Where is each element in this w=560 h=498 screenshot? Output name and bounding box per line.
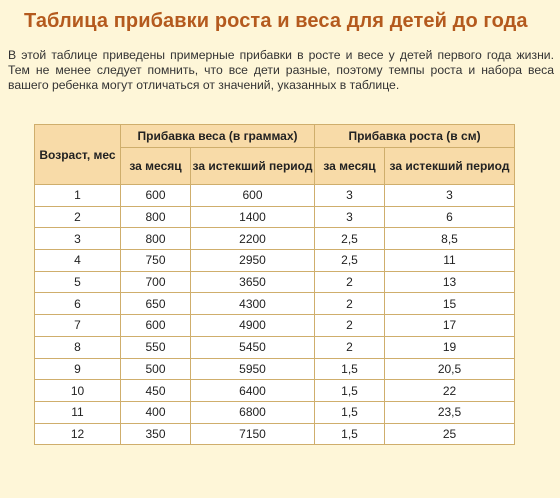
cell-height-total: 11 [384,249,515,272]
cell-weight-total: 7150 [190,422,315,446]
cell-height-month: 2 [314,314,385,337]
table-row: 2 800 1400 3 6 [34,205,515,229]
cell-age: 12 [34,422,121,446]
cell-weight-month: 500 [120,357,191,381]
cell-height-month: 1,5 [314,422,385,446]
cell-weight-month: 450 [120,379,191,402]
table-row: 3 800 2200 2,5 8,5 [34,227,515,251]
table-row: 9 500 5950 1,5 20,5 [34,357,515,381]
cell-weight-total: 2950 [190,249,315,272]
cell-weight-month: 400 [120,400,191,424]
cell-height-total: 25 [384,422,515,446]
cell-height-total: 22 [384,379,515,402]
cell-weight-month: 550 [120,335,191,359]
table-row: 1 600 600 3 3 [34,184,515,207]
growth-weight-table: Возраст, мес Прибавка веса (в граммах) П… [34,124,515,446]
cell-height-month: 2 [314,335,385,359]
cell-height-total: 13 [384,270,515,294]
cell-weight-month: 800 [120,227,191,251]
cell-age: 5 [34,270,121,294]
cell-height-total: 15 [384,292,515,316]
cell-weight-total: 4900 [190,314,315,337]
cell-weight-month: 350 [120,422,191,446]
intro-paragraph: В этой таблице приведены примерные приба… [8,48,554,92]
age-column-header: Возраст, мес [34,124,121,185]
height-per-month-header: за месяц [314,147,385,185]
cell-height-total: 17 [384,314,515,337]
cell-height-month: 2,5 [314,227,385,251]
cell-weight-month: 600 [120,314,191,337]
cell-age: 3 [34,227,121,251]
cell-weight-total: 6800 [190,400,315,424]
cell-height-month: 3 [314,184,385,207]
cell-age: 4 [34,249,121,272]
height-gain-header: Прибавка роста (в см) [314,124,515,148]
cell-height-total: 23,5 [384,400,515,424]
cell-weight-month: 600 [120,184,191,207]
cell-height-month: 2 [314,270,385,294]
cell-weight-total: 6400 [190,379,315,402]
cell-height-total: 19 [384,335,515,359]
cell-weight-month: 800 [120,205,191,229]
cell-age: 8 [34,335,121,359]
cell-age: 11 [34,400,121,424]
table-row: 7 600 4900 2 17 [34,314,515,337]
cell-height-total: 8,5 [384,227,515,251]
cell-weight-total: 5450 [190,335,315,359]
cell-weight-month: 700 [120,270,191,294]
table-row: 5 700 3650 2 13 [34,270,515,294]
cell-weight-month: 650 [120,292,191,316]
cell-weight-month: 750 [120,249,191,272]
cell-height-total: 3 [384,184,515,207]
page-title: Таблица прибавки роста и веса для детей … [24,10,528,32]
cell-age: 7 [34,314,121,337]
cell-age: 1 [34,184,121,207]
table-row: 8 550 5450 2 19 [34,335,515,359]
weight-per-month-header: за месяц [120,147,191,185]
weight-gain-header: Прибавка веса (в граммах) [120,124,315,148]
cell-age: 10 [34,379,121,402]
weight-total-header: за истекший период [190,147,315,185]
cell-weight-total: 4300 [190,292,315,316]
cell-height-total: 20,5 [384,357,515,381]
cell-height-month: 2,5 [314,249,385,272]
cell-weight-total: 1400 [190,205,315,229]
cell-height-month: 1,5 [314,400,385,424]
cell-age: 9 [34,357,121,381]
cell-age: 6 [34,292,121,316]
table-row: 10 450 6400 1,5 22 [34,379,515,402]
cell-height-month: 3 [314,205,385,229]
cell-height-month: 1,5 [314,379,385,402]
cell-age: 2 [34,205,121,229]
cell-height-total: 6 [384,205,515,229]
table-row: 11 400 6800 1,5 23,5 [34,400,515,424]
table-row: 4 750 2950 2,5 11 [34,249,515,272]
cell-height-month: 2 [314,292,385,316]
table-row: 6 650 4300 2 15 [34,292,515,316]
cell-weight-total: 3650 [190,270,315,294]
cell-height-month: 1,5 [314,357,385,381]
cell-weight-total: 2200 [190,227,315,251]
header-row-top: Возраст, мес Прибавка веса (в граммах) П… [34,124,515,185]
header-row-sub: за месяц за истекший период за месяц за … [35,147,515,185]
growth-table-container: Возраст, мес Прибавка веса (в граммах) П… [34,124,515,446]
table-row: 12 350 7150 1,5 25 [34,422,515,446]
height-total-header: за истекший период [384,147,515,185]
cell-weight-total: 600 [190,184,315,207]
cell-weight-total: 5950 [190,357,315,381]
